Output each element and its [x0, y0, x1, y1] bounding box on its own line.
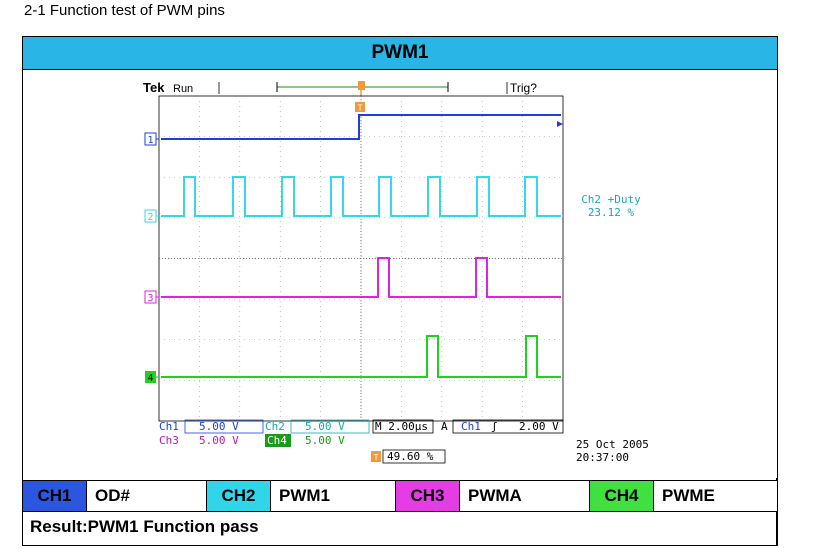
test-title: PWM1 — [23, 37, 777, 70]
measurement-label: Ch2 +Duty — [581, 193, 641, 206]
ch3-readout-label: Ch3 — [159, 434, 179, 447]
ch3-label-cell: CH3 — [396, 481, 460, 511]
test-frame — [22, 36, 778, 546]
scope-state: Run — [173, 83, 193, 95]
timebase-readout: M 2.00µs — [375, 420, 428, 433]
ch1-signal-cell: OD# — [87, 481, 207, 511]
ch4-label-cell: CH4 — [590, 481, 654, 511]
measurement-value: 23.12 % — [588, 206, 635, 219]
ch4-readout-label: Ch4 — [267, 434, 287, 447]
ch4-readout-value: 5.00 V — [305, 434, 345, 447]
ch4-signal-cell: PWME — [654, 481, 777, 511]
scope-date: 25 Oct 2005 — [576, 438, 649, 451]
oscilloscope-screenshot: Tek Run Trig? T 1 2 3 4 Ch2 +Duty 23.12 % C… — [23, 70, 777, 478]
ch2-readout-value: 5.00 V — [305, 420, 345, 433]
ch3-marker-label: 3 — [147, 293, 153, 304]
trigger-position-marker — [355, 102, 365, 112]
scope-brand: Tek — [143, 80, 165, 95]
ch2-marker-label: 2 — [147, 212, 153, 223]
trigger-edge-icon: ʃ — [491, 420, 498, 433]
trigger-level-arrow-icon — [557, 121, 563, 127]
scope-time: 20:37:00 — [576, 451, 629, 464]
ch1-label-cell: CH1 — [23, 481, 87, 511]
ch1-marker-label: 1 — [147, 135, 153, 146]
trigger-level-readout: 2.00 V — [519, 420, 559, 433]
trigger-mode-readout: A — [441, 420, 448, 433]
ch2-waveform — [161, 176, 561, 217]
ch2-readout-label: Ch2 — [265, 420, 285, 433]
ch1-waveform — [161, 114, 561, 140]
trigger-position-readout: 49.60 % — [387, 450, 434, 463]
scope-trigger-status: Trig? — [510, 81, 537, 95]
channel-mapping-row: CH1 OD# CH2 PWM1 CH3 PWMA CH4 PWME — [23, 480, 777, 512]
ch4-marker — [145, 371, 156, 383]
page-heading: 2-1 Function test of PWM pins — [24, 2, 225, 19]
ch3-signal-cell: PWMA — [460, 481, 590, 511]
trigger-marker-label: T — [358, 104, 363, 113]
ch3-waveform — [161, 257, 561, 298]
trigger-source-readout: Ch1 — [461, 420, 481, 433]
ch4-marker-label: 4 — [147, 373, 153, 384]
ch1-readout-value: 5.00 V — [199, 420, 239, 433]
ch2-label-cell: CH2 — [207, 481, 271, 511]
scope-graticule — [158, 95, 564, 422]
result-text: Result:PWM1 Function pass — [30, 517, 259, 536]
svg-text:T: T — [374, 453, 379, 462]
ch3-readout-value: 5.00 V — [199, 434, 239, 447]
ch4-waveform — [161, 335, 561, 378]
ch2-signal-cell: PWM1 — [271, 481, 396, 511]
ch1-readout-label: Ch1 — [159, 420, 179, 433]
